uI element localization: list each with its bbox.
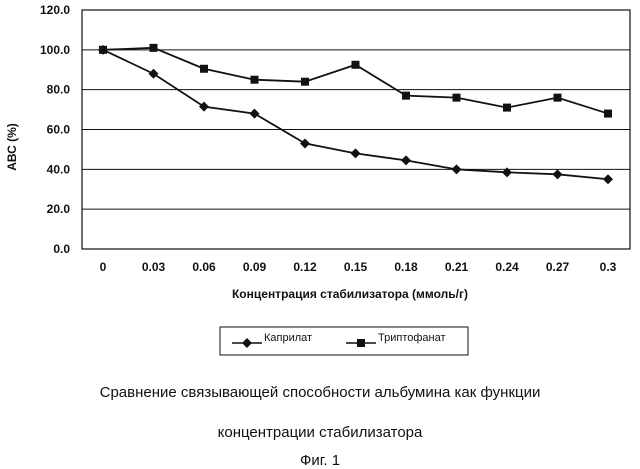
data-point [250,109,260,119]
y-tick-label: 40.0 [47,162,71,176]
x-tick-label: 0.21 [445,260,469,274]
data-point [452,164,462,174]
y-tick-label: 20.0 [47,202,71,216]
x-tick-label: 0.15 [344,260,368,274]
x-tick-label: 0.12 [293,260,317,274]
x-tick-labels: 0 0.03 0.06 0.09 0.12 0.15 0.18 0.21 0.24 0.27 0.3 [100,260,617,274]
data-point [150,44,158,52]
x-tick-label: 0.06 [192,260,216,274]
x-tick-label: 0.3 [600,260,617,274]
y-tick-label: 120.0 [40,3,70,17]
data-point [149,69,159,79]
x-tick-label: 0.18 [394,260,418,274]
data-point [554,94,562,102]
data-point [603,174,613,184]
gridlines [82,50,630,209]
series-layer [98,44,613,184]
x-tick-label: 0 [100,260,107,274]
data-point [200,65,208,73]
data-point [251,76,259,84]
x-tick-label: 0.03 [142,260,166,274]
data-point [604,110,612,118]
legend-marker [357,339,365,347]
data-point [300,138,310,148]
data-point [401,155,411,165]
x-axis-title: Концентрация стабилизатора (ммоль/г) [232,287,468,301]
x-tick-label: 0.27 [546,260,570,274]
series-line [103,50,608,179]
series-2 [99,44,612,118]
data-point [351,148,361,158]
figure-label: Фиг. 1 [0,452,640,469]
y-tick-label: 0.0 [53,242,70,256]
x-tick-label: 0.09 [243,260,267,274]
data-point [553,169,563,179]
data-point [402,92,410,100]
legend-label: Триптофанат [378,332,446,344]
series-line [103,48,608,114]
data-point [301,78,309,86]
y-tick-label: 60.0 [47,123,71,137]
y-axis-title: АВС (%) [5,123,19,171]
y-tick-label: 100.0 [40,43,70,57]
legend-label: Каприлат [264,332,312,344]
data-point [99,46,107,54]
y-tick-label: 80.0 [47,83,71,97]
caption-line-2: концентрации стабилизатора [0,424,640,441]
data-point [502,167,512,177]
x-tick-label: 0.24 [495,260,519,274]
y-tick-labels: 0.0 20.0 40.0 60.0 80.0 100.0 120.0 [40,3,70,256]
data-point [199,102,209,112]
data-point [352,61,360,69]
caption-line-1: Сравнение связывающей способности альбум… [0,384,640,401]
data-point [453,94,461,102]
data-point [503,104,511,112]
